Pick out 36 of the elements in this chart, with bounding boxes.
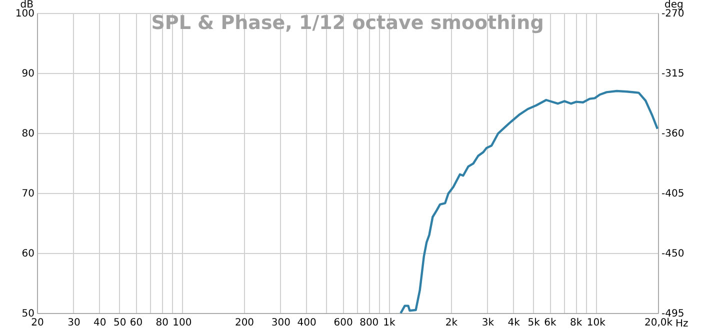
x-tick-label: 20 (31, 318, 44, 328)
chart-title: SPL & Phase, 1/12 octave smoothing (151, 12, 544, 34)
x-tick-label: 400 (297, 318, 316, 328)
x-axis-title: Hz (676, 318, 688, 330)
x-tick-label: 3k (482, 318, 494, 328)
y2-tick-label: -360 (662, 128, 684, 140)
x-tick-label: 5k (528, 318, 540, 328)
y-tick-label: 80 (22, 128, 34, 140)
y2-tick-label: -315 (662, 68, 684, 80)
y-tick-label: 50 (22, 308, 34, 320)
x-tick-label: 600 (334, 318, 353, 328)
y-tick-label: 90 (22, 68, 34, 80)
x-tick-label: 300 (271, 318, 290, 328)
y-tick-label: 70 (22, 188, 34, 200)
x-tick-label: 200 (234, 318, 254, 328)
x-tick-label: 20,0k (644, 318, 673, 328)
y-axis-title: dB (20, 0, 34, 10)
x-tick-label: 800 (360, 318, 379, 328)
y2-axis-title: deg (664, 0, 684, 10)
y2-tick-label: -405 (662, 188, 684, 200)
y2-tick-label: -450 (662, 248, 684, 260)
x-tick-label: 6k (544, 318, 557, 328)
x-tick-label: 10k (586, 318, 606, 328)
x-tick-label: 2k (445, 318, 458, 328)
y-tick-label: 60 (22, 248, 34, 260)
x-tick-label: 60 (130, 318, 143, 328)
x-tick-label: 50 (114, 318, 126, 328)
x-tick-label: 8k (570, 318, 582, 328)
y2-tick-label: -270 (662, 8, 684, 20)
x-tick-label: 30 (68, 318, 80, 328)
x-tick-label: 40 (93, 318, 106, 328)
y-tick-label: 100 (15, 8, 34, 20)
x-tick-label: 80 (156, 318, 168, 328)
x-tick-label: 100 (172, 318, 192, 328)
x-tick-label: 4k (508, 318, 520, 328)
x-tick-label: 1k (383, 318, 396, 328)
